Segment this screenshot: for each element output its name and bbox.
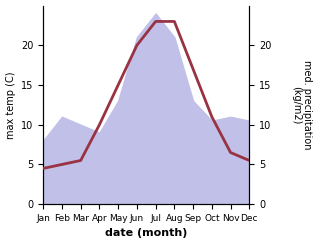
X-axis label: date (month): date (month): [105, 228, 187, 238]
Y-axis label: max temp (C): max temp (C): [5, 71, 16, 139]
Y-axis label: med. precipitation
(kg/m2): med. precipitation (kg/m2): [291, 60, 313, 150]
